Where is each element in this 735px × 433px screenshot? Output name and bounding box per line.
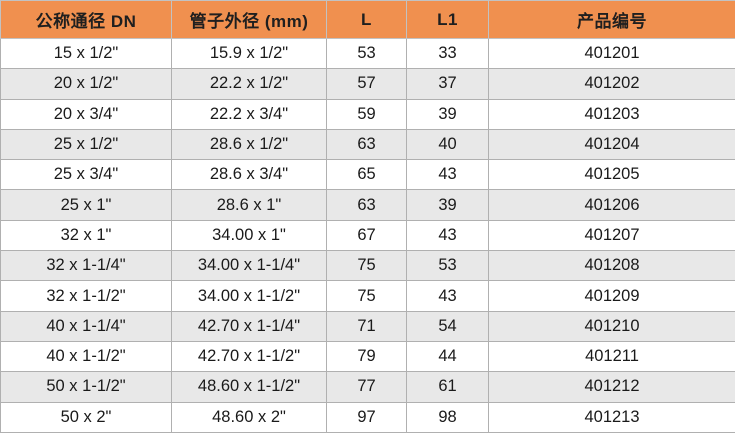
cell-nominal-diameter: 15 x 1/2" — [1, 39, 172, 69]
column-header-l: L — [327, 1, 407, 39]
cell-l1: 53 — [407, 251, 489, 281]
cell-nominal-diameter: 20 x 3/4" — [1, 99, 172, 129]
cell-l: 63 — [327, 129, 407, 159]
cell-l1: 61 — [407, 372, 489, 402]
cell-pipe-outer-diameter: 34.00 x 1" — [172, 220, 327, 250]
cell-l1: 43 — [407, 220, 489, 250]
cell-pipe-outer-diameter: 48.60 x 2" — [172, 402, 327, 432]
cell-nominal-diameter: 50 x 2" — [1, 402, 172, 432]
cell-pipe-outer-diameter: 34.00 x 1-1/4" — [172, 251, 327, 281]
cell-l1: 43 — [407, 160, 489, 190]
cell-pipe-outer-diameter: 28.6 x 1/2" — [172, 129, 327, 159]
cell-l: 59 — [327, 99, 407, 129]
cell-l1: 40 — [407, 129, 489, 159]
table-header: 公称通径 DN 管子外径 (mm) L L1 产品编号 — [1, 1, 735, 39]
cell-l1: 44 — [407, 341, 489, 371]
cell-nominal-diameter: 40 x 1-1/4" — [1, 311, 172, 341]
cell-l: 63 — [327, 190, 407, 220]
cell-pipe-outer-diameter: 48.60 x 1-1/2" — [172, 372, 327, 402]
cell-nominal-diameter: 32 x 1-1/4" — [1, 251, 172, 281]
spec-table-container: 公称通径 DN 管子外径 (mm) L L1 产品编号 15 x 1/2"15.… — [0, 0, 735, 424]
cell-l1: 43 — [407, 281, 489, 311]
cell-product-code: 401201 — [489, 39, 735, 69]
cell-nominal-diameter: 20 x 1/2" — [1, 69, 172, 99]
cell-l: 75 — [327, 251, 407, 281]
cell-nominal-diameter: 50 x 1-1/2" — [1, 372, 172, 402]
cell-product-code: 401211 — [489, 341, 735, 371]
cell-pipe-outer-diameter: 22.2 x 3/4" — [172, 99, 327, 129]
cell-pipe-outer-diameter: 15.9 x 1/2" — [172, 39, 327, 69]
column-header-l1: L1 — [407, 1, 489, 39]
header-row: 公称通径 DN 管子外径 (mm) L L1 产品编号 — [1, 1, 735, 39]
cell-pipe-outer-diameter: 28.6 x 3/4" — [172, 160, 327, 190]
cell-product-code: 401204 — [489, 129, 735, 159]
cell-pipe-outer-diameter: 22.2 x 1/2" — [172, 69, 327, 99]
cell-l: 53 — [327, 39, 407, 69]
cell-product-code: 401212 — [489, 372, 735, 402]
cell-l: 65 — [327, 160, 407, 190]
cell-nominal-diameter: 32 x 1" — [1, 220, 172, 250]
cell-product-code: 401209 — [489, 281, 735, 311]
cell-nominal-diameter: 40 x 1-1/2" — [1, 341, 172, 371]
cell-l: 67 — [327, 220, 407, 250]
cell-nominal-diameter: 25 x 1/2" — [1, 129, 172, 159]
cell-product-code: 401202 — [489, 69, 735, 99]
cell-pipe-outer-diameter: 28.6 x 1" — [172, 190, 327, 220]
cell-pipe-outer-diameter: 34.00 x 1-1/2" — [172, 281, 327, 311]
cell-product-code: 401205 — [489, 160, 735, 190]
cell-pipe-outer-diameter: 42.70 x 1-1/4" — [172, 311, 327, 341]
cell-product-code: 401213 — [489, 402, 735, 432]
cell-l: 97 — [327, 402, 407, 432]
cell-l1: 33 — [407, 39, 489, 69]
cell-nominal-diameter: 32 x 1-1/2" — [1, 281, 172, 311]
cell-product-code: 401206 — [489, 190, 735, 220]
cell-l1: 98 — [407, 402, 489, 432]
column-header-product-code: 产品编号 — [489, 1, 735, 39]
column-header-pipe-outer-diameter: 管子外径 (mm) — [172, 1, 327, 39]
cell-nominal-diameter: 25 x 1" — [1, 190, 172, 220]
cell-l1: 54 — [407, 311, 489, 341]
cell-l: 79 — [327, 341, 407, 371]
cell-product-code: 401207 — [489, 220, 735, 250]
cell-l: 77 — [327, 372, 407, 402]
cell-l: 71 — [327, 311, 407, 341]
cell-product-code: 401208 — [489, 251, 735, 281]
cell-l: 57 — [327, 69, 407, 99]
cell-pipe-outer-diameter: 42.70 x 1-1/2" — [172, 341, 327, 371]
cell-product-code: 401210 — [489, 311, 735, 341]
cell-l1: 37 — [407, 69, 489, 99]
cell-nominal-diameter: 25 x 3/4" — [1, 160, 172, 190]
cell-l1: 39 — [407, 99, 489, 129]
cell-l1: 39 — [407, 190, 489, 220]
column-header-nominal-diameter: 公称通径 DN — [1, 1, 172, 39]
cell-product-code: 401203 — [489, 99, 735, 129]
cell-l: 75 — [327, 281, 407, 311]
